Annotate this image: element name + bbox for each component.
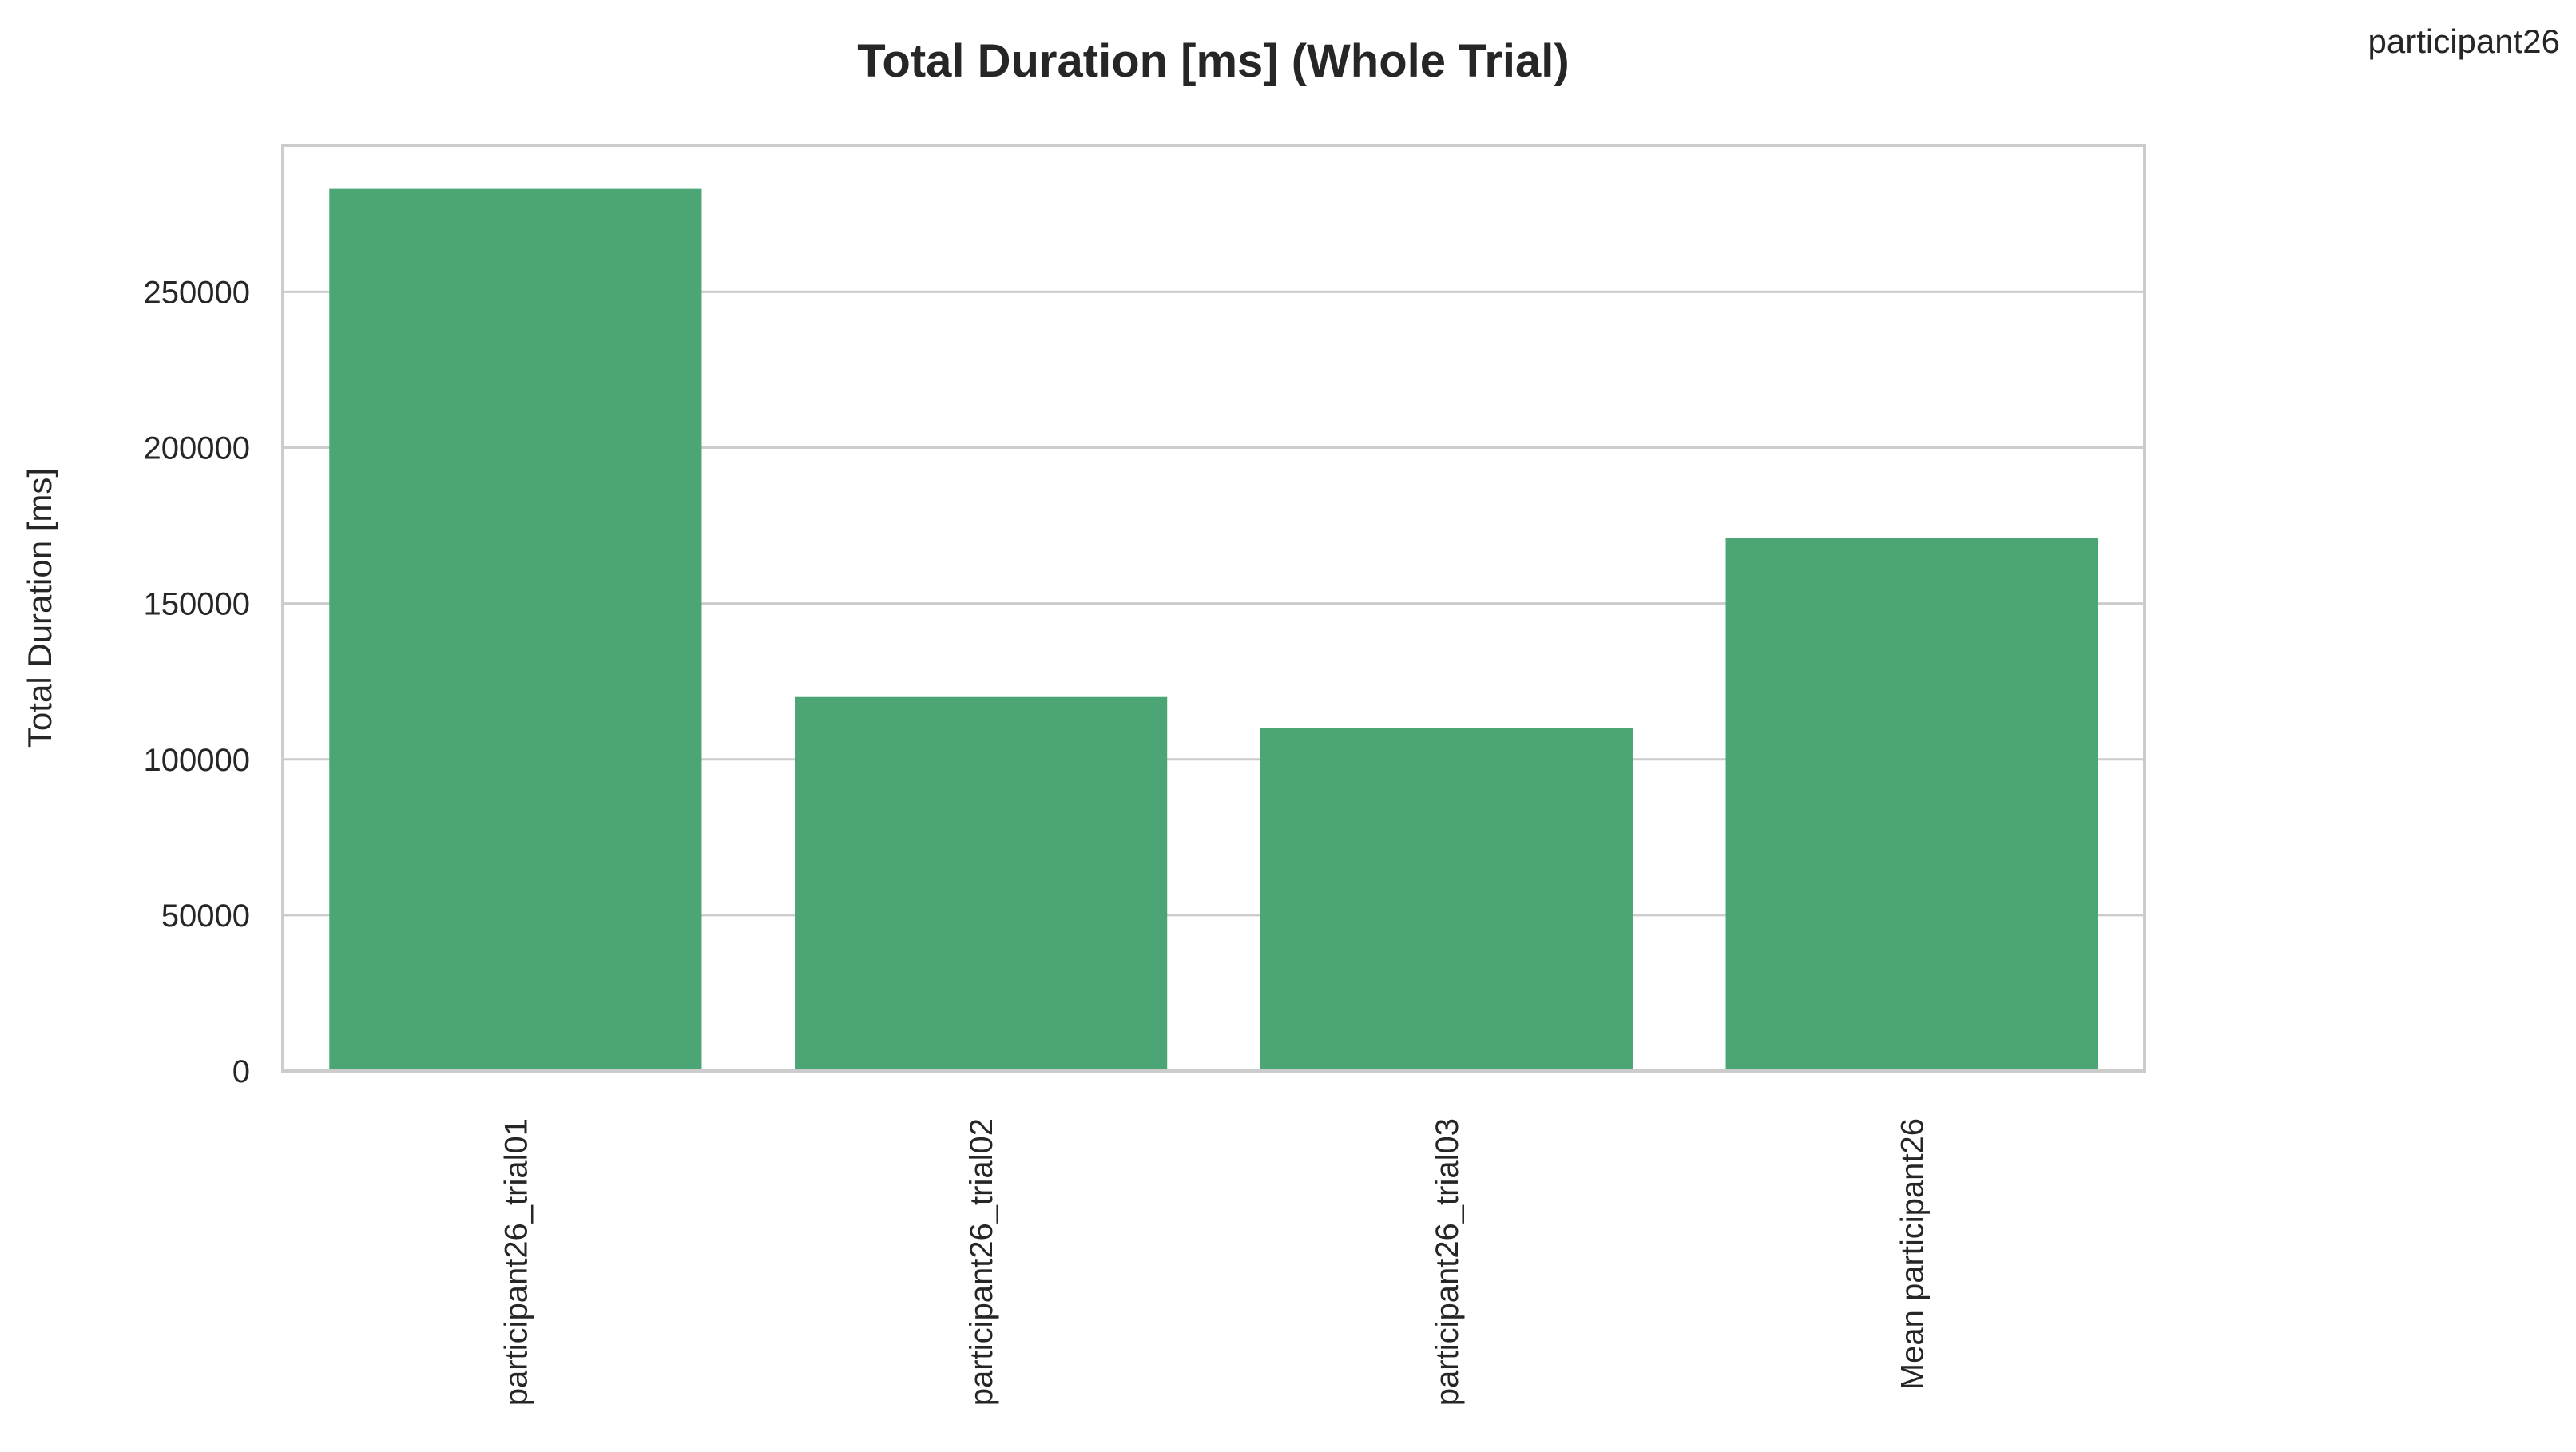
bar [329, 188, 702, 1071]
bars [329, 188, 2098, 1071]
y-tick-labels: 0 50000 100000 150000 200000 250000 [144, 275, 250, 1089]
corner-participant-label: participant26 [2368, 22, 2561, 60]
x-tick-labels: participant26_trial01 participant26_trial… [498, 1118, 1930, 1406]
chart-title: Total Duration [ms] (Whole Trial) [857, 35, 1569, 87]
bar [1260, 728, 1633, 1071]
y-tick-label: 0 [232, 1054, 250, 1089]
y-tick-label: 100000 [144, 743, 250, 778]
x-tick-label: participant26_trial03 [1430, 1118, 1465, 1406]
y-axis-label: Total Duration [ms] [21, 468, 58, 748]
y-tick-label: 200000 [144, 431, 250, 466]
x-tick-label: participant26_trial01 [498, 1118, 534, 1406]
y-tick-label: 250000 [144, 275, 250, 310]
x-tick-label: Mean participant26 [1895, 1118, 1931, 1390]
y-tick-label: 150000 [144, 587, 250, 622]
y-tick-label: 50000 [161, 899, 250, 934]
x-tick-label: participant26_trial02 [964, 1118, 999, 1406]
bar [1725, 538, 2098, 1071]
plot-frame [281, 144, 2146, 1073]
bar [795, 696, 1168, 1071]
